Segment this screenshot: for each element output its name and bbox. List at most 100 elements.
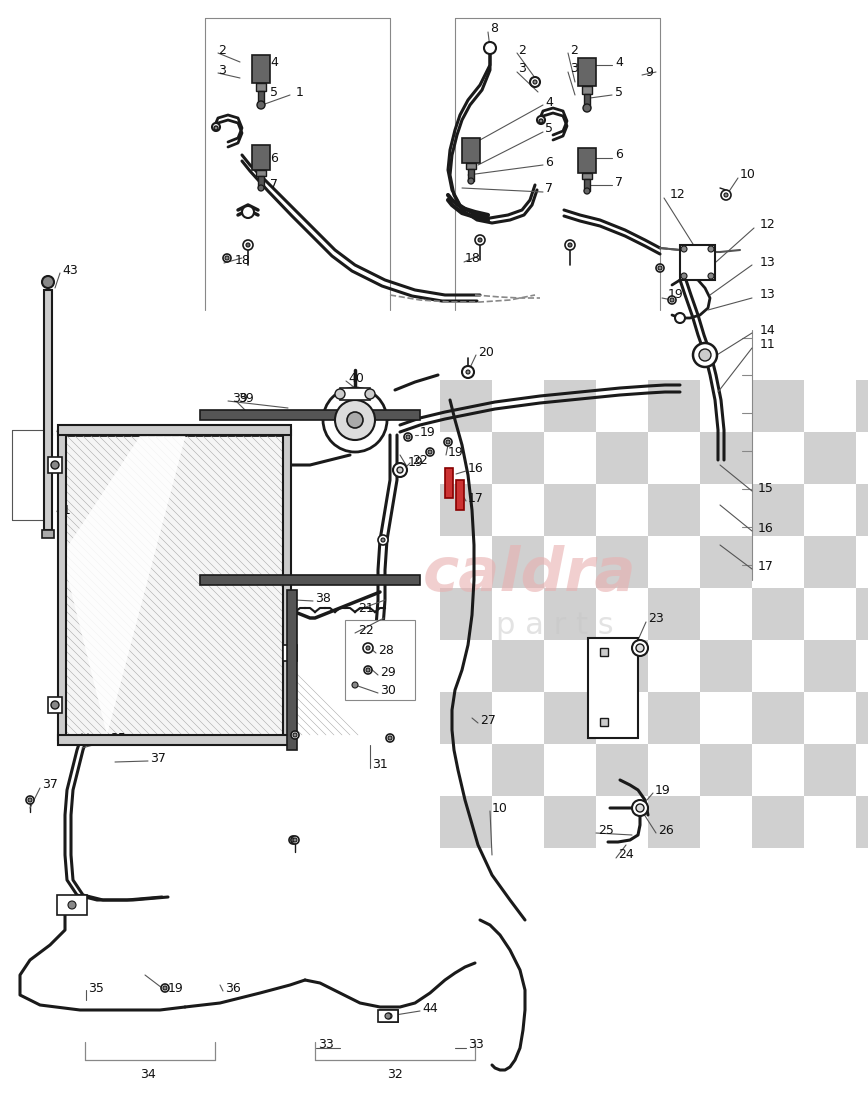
Bar xyxy=(752,588,804,640)
Text: 6: 6 xyxy=(615,148,623,162)
Text: 43: 43 xyxy=(62,264,78,276)
Bar xyxy=(600,648,608,656)
Bar xyxy=(378,1010,398,1022)
Text: 6: 6 xyxy=(270,152,278,165)
Bar xyxy=(648,796,700,848)
Text: 36: 36 xyxy=(225,981,240,994)
Text: 17: 17 xyxy=(758,560,774,572)
Bar xyxy=(62,434,287,735)
Bar xyxy=(42,530,54,538)
Circle shape xyxy=(258,185,264,191)
Text: 3: 3 xyxy=(218,64,226,77)
Bar xyxy=(200,575,420,585)
Circle shape xyxy=(404,433,412,441)
Text: 2: 2 xyxy=(570,44,578,56)
Text: 9: 9 xyxy=(645,66,653,78)
Circle shape xyxy=(381,538,385,542)
Bar xyxy=(596,536,648,588)
Circle shape xyxy=(446,440,450,444)
Circle shape xyxy=(681,246,687,252)
Circle shape xyxy=(675,314,685,323)
Bar xyxy=(804,640,856,692)
Bar xyxy=(856,692,868,744)
Text: 16: 16 xyxy=(468,462,483,474)
Circle shape xyxy=(632,800,648,816)
Circle shape xyxy=(428,450,432,454)
Text: 41: 41 xyxy=(55,504,71,517)
Circle shape xyxy=(364,666,372,674)
Circle shape xyxy=(584,188,590,194)
Text: p a r t s: p a r t s xyxy=(496,610,614,639)
Bar xyxy=(258,91,264,104)
Text: 40: 40 xyxy=(348,372,364,385)
Bar xyxy=(440,484,492,536)
Bar xyxy=(466,163,476,169)
Text: 31: 31 xyxy=(372,759,388,771)
Bar xyxy=(44,290,52,530)
Bar xyxy=(700,536,752,588)
Bar xyxy=(58,430,66,740)
Bar xyxy=(544,692,596,744)
Circle shape xyxy=(223,254,231,262)
Text: 12: 12 xyxy=(670,188,686,201)
Text: 37: 37 xyxy=(150,751,166,764)
Bar xyxy=(258,176,264,188)
Circle shape xyxy=(28,798,32,802)
Bar xyxy=(752,796,804,848)
Circle shape xyxy=(366,668,370,672)
Circle shape xyxy=(708,246,714,252)
Text: 39: 39 xyxy=(232,392,247,405)
Circle shape xyxy=(397,468,403,473)
Circle shape xyxy=(335,389,345,399)
Text: 7: 7 xyxy=(545,182,553,195)
Bar xyxy=(856,484,868,536)
Bar xyxy=(596,432,648,484)
Circle shape xyxy=(699,349,711,361)
Bar xyxy=(57,895,87,915)
Bar xyxy=(648,379,700,432)
Circle shape xyxy=(352,682,358,688)
Text: 5: 5 xyxy=(615,86,623,99)
Bar xyxy=(252,145,270,170)
Text: 19: 19 xyxy=(420,426,436,439)
Text: 30: 30 xyxy=(380,683,396,696)
Circle shape xyxy=(656,264,664,272)
Text: 33: 33 xyxy=(318,1038,334,1052)
Circle shape xyxy=(26,796,34,804)
Bar xyxy=(440,379,492,432)
Bar xyxy=(492,640,544,692)
Text: 3: 3 xyxy=(518,62,526,75)
Text: 35: 35 xyxy=(110,732,126,745)
Bar xyxy=(544,796,596,848)
Circle shape xyxy=(533,80,537,84)
Text: 29: 29 xyxy=(380,666,396,679)
Bar xyxy=(856,379,868,432)
Bar xyxy=(468,169,474,182)
Text: 7: 7 xyxy=(615,176,623,188)
Text: 37: 37 xyxy=(42,779,58,792)
Text: 17: 17 xyxy=(468,492,483,505)
Bar xyxy=(584,94,590,108)
Text: 12: 12 xyxy=(760,219,776,231)
Circle shape xyxy=(323,388,387,452)
Text: 4: 4 xyxy=(615,55,623,68)
Bar xyxy=(256,170,266,176)
Text: 3: 3 xyxy=(570,62,578,75)
Bar xyxy=(578,148,596,173)
Bar xyxy=(596,744,648,796)
Text: 21: 21 xyxy=(358,602,374,615)
Circle shape xyxy=(163,986,167,990)
Circle shape xyxy=(466,370,470,374)
Bar xyxy=(492,744,544,796)
Text: 18: 18 xyxy=(465,252,481,264)
Circle shape xyxy=(530,77,540,87)
Circle shape xyxy=(347,412,363,428)
Circle shape xyxy=(68,901,76,909)
Text: 33: 33 xyxy=(468,1038,483,1052)
Text: 20: 20 xyxy=(478,345,494,359)
Bar xyxy=(804,744,856,796)
Bar xyxy=(700,432,752,484)
Bar xyxy=(48,456,62,473)
Circle shape xyxy=(51,701,59,710)
Bar xyxy=(752,484,804,536)
